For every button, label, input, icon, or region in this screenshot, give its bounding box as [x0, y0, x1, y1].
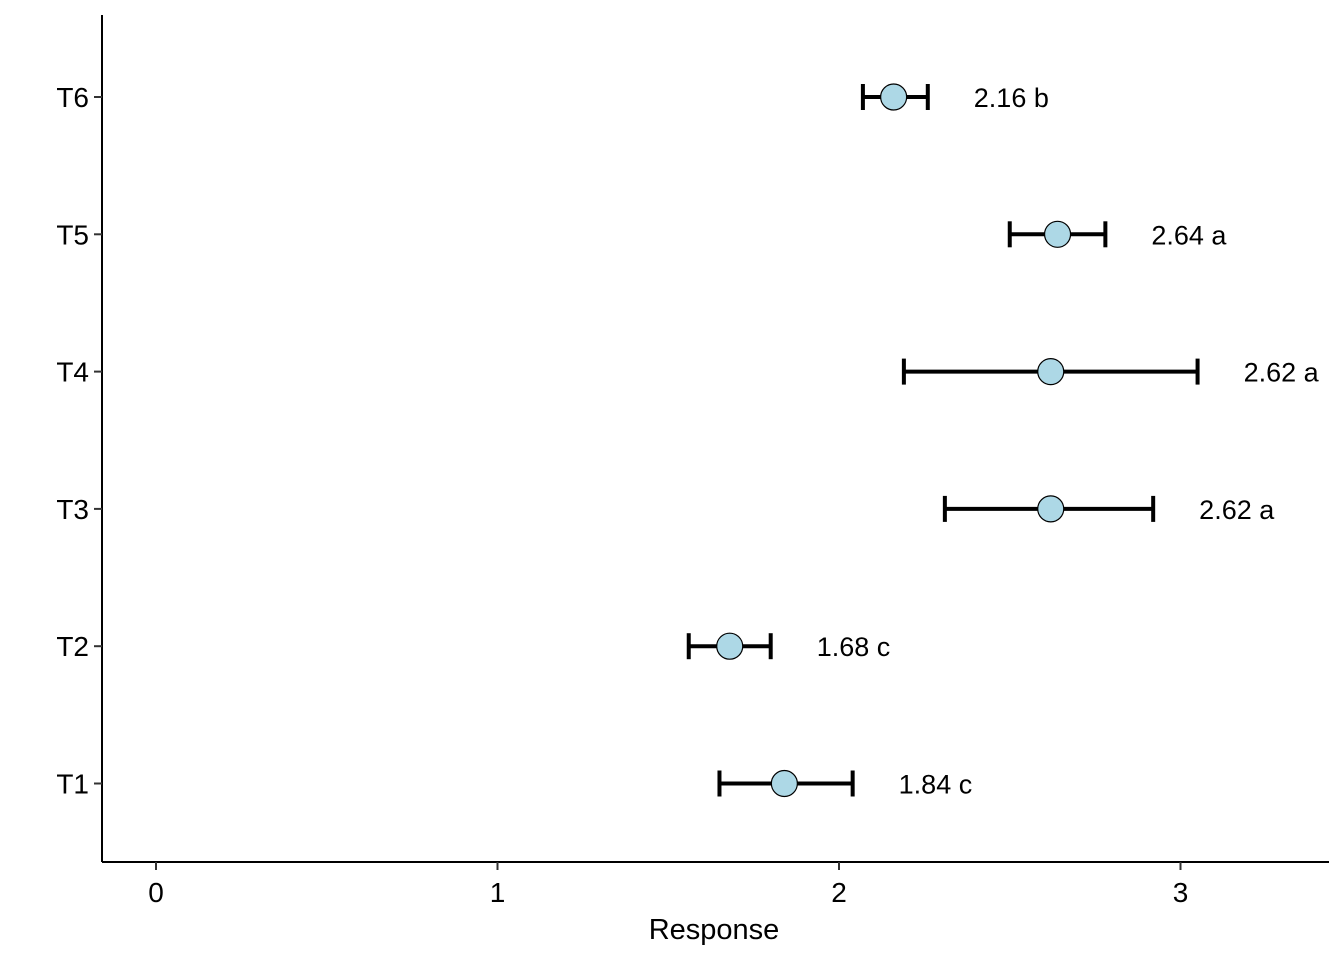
mean-point: [880, 83, 908, 111]
x-tick-label: 0: [148, 877, 164, 908]
data-label: 1.84 c: [899, 770, 973, 800]
mean-point: [1037, 495, 1065, 523]
y-tick-label: T3: [56, 494, 89, 525]
y-tick-label: T5: [56, 219, 89, 250]
y-tick-label: T2: [56, 631, 89, 662]
mean-point: [1043, 220, 1072, 248]
points: [716, 83, 1072, 798]
mean-point: [1037, 358, 1065, 386]
data-label: 2.62 a: [1244, 358, 1320, 388]
mean-point: [770, 769, 798, 798]
x-axis-title: Response: [649, 914, 780, 946]
data-label: 2.62 a: [1199, 495, 1275, 525]
x-tick-label: 1: [490, 877, 506, 908]
y-tick-label: T6: [56, 82, 89, 113]
data-label: 2.16 b: [974, 83, 1049, 113]
data-labels: 1.84 c 1.68 c 2.62 a 2.62 a 2.64 a 2.16 b: [817, 83, 1320, 800]
data-label: 2.64 a: [1151, 220, 1227, 250]
x-tick-label: 2: [831, 877, 847, 908]
error-bars: [686, 84, 1200, 797]
x-tick-label: 3: [1173, 877, 1189, 908]
data-label: 1.68 c: [817, 632, 891, 662]
axes: 0 1 2 3 T1 T2 T3 T4 T5 T6: [56, 15, 1329, 908]
y-tick-label: T4: [56, 357, 89, 388]
y-tick-label: T1: [56, 769, 89, 800]
mean-point: [716, 632, 744, 660]
